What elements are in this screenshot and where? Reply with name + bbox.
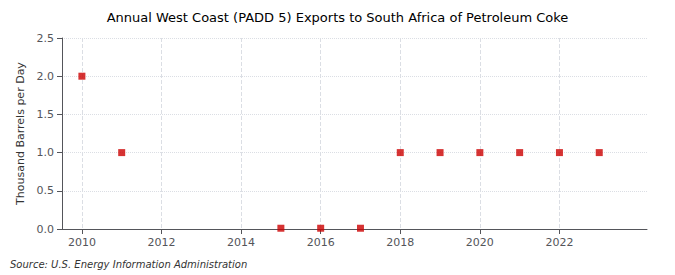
svg-text:2012: 2012 xyxy=(147,236,175,249)
svg-text:2.5: 2.5 xyxy=(37,32,55,45)
svg-text:1.5: 1.5 xyxy=(37,108,55,121)
svg-text:1.0: 1.0 xyxy=(37,146,55,159)
svg-text:Source: U.S. Energy Informatio: Source: U.S. Energy Information Administ… xyxy=(10,259,247,270)
svg-text:0.5: 0.5 xyxy=(37,184,55,197)
svg-text:2022: 2022 xyxy=(545,236,573,249)
svg-text:Annual West Coast (PADD 5) Exp: Annual West Coast (PADD 5) Exports to So… xyxy=(107,10,569,25)
svg-text:2010: 2010 xyxy=(68,236,96,249)
svg-text:2020: 2020 xyxy=(466,236,494,249)
svg-text:Thousand Barrels per Day: Thousand Barrels per Day xyxy=(14,62,27,206)
svg-text:2018: 2018 xyxy=(386,236,414,249)
svg-text:2016: 2016 xyxy=(307,236,335,249)
svg-text:0.0: 0.0 xyxy=(37,223,55,236)
svg-text:2.0: 2.0 xyxy=(37,70,55,83)
svg-text:2014: 2014 xyxy=(227,236,255,249)
